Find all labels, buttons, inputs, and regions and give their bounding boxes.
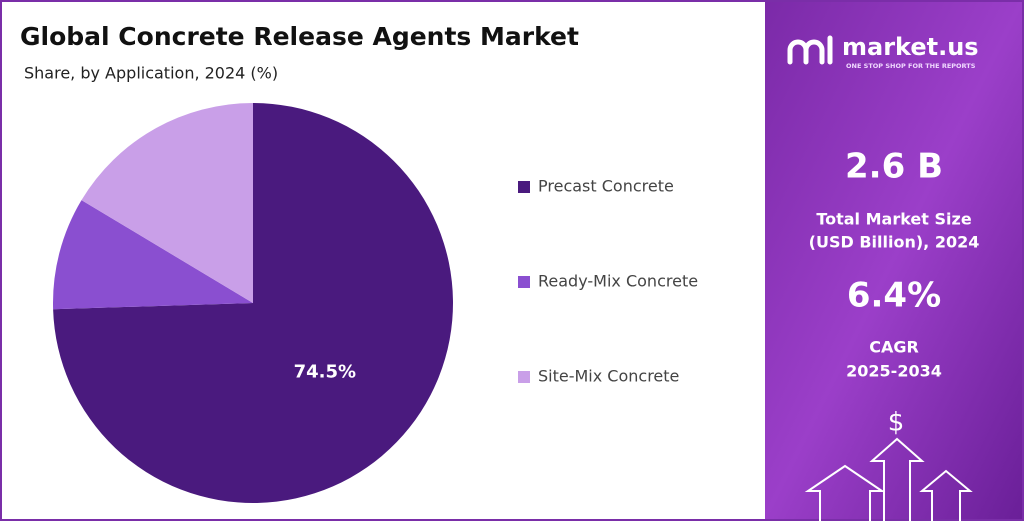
arrows-icon [804, 437, 973, 521]
market-size-label: Total Market Size [816, 210, 971, 229]
legend-label: Site-Mix Concrete [538, 367, 679, 386]
legend-swatch [518, 276, 530, 288]
cagr-label: CAGR [869, 338, 919, 357]
legend: Precast Concrete Ready-Mix Concrete Site-M… [518, 177, 698, 386]
legend-swatch [518, 371, 530, 383]
legend-label: Ready-Mix Concrete [538, 272, 698, 291]
logo: market.us ONE STOP SHOP FOR THE REPORTS [787, 33, 979, 70]
chart-subtitle: Share, by Application, 2024 (%) [24, 64, 278, 83]
chart-title: Global Concrete Release Agents Market [20, 22, 579, 51]
pie-slice [53, 103, 453, 503]
pie-slice [81, 103, 254, 303]
cagr-label: 2025-2034 [846, 362, 942, 381]
tagline: ONE STOP SHOP FOR THE REPORTS [846, 62, 976, 70]
side-panel [765, 2, 1022, 519]
legend-label: Precast Concrete [538, 177, 674, 196]
pie: 74.5% [52, 103, 453, 503]
cagr: 6.4% [847, 276, 941, 316]
market-size: 2.6 B [845, 147, 943, 187]
dollar-icon: $ [888, 408, 905, 438]
brand: market.us [842, 33, 979, 61]
market-size-label: (USD Billion), 2024 [809, 233, 980, 252]
pie-slice [52, 200, 253, 310]
logo-icon [787, 35, 833, 65]
legend-swatch [518, 181, 530, 193]
data-label: 74.5% [294, 362, 356, 383]
